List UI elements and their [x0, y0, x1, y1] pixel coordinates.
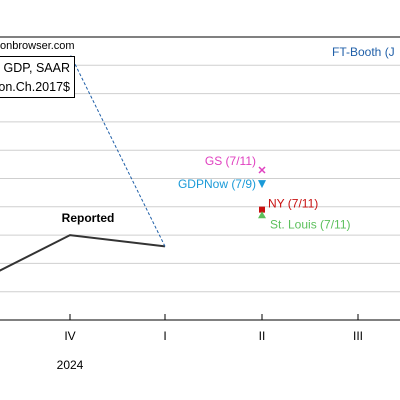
legend-line-1: GDP, SAAR	[3, 61, 70, 75]
x-tick-label: IV	[64, 329, 75, 343]
nowcast-label: NY (7/11)	[268, 197, 318, 211]
legend-line-2: on.Ch.2017$	[0, 80, 70, 94]
nowcast-marker	[258, 211, 266, 219]
x-tick-label: III	[353, 329, 363, 343]
nowcast-marker	[258, 166, 266, 174]
nowcast-label: GDPNow (7/9)	[178, 177, 256, 191]
nowcast-label: St. Louis (7/11)	[270, 217, 350, 231]
series-line	[0, 234, 166, 272]
nowcast-marker	[258, 180, 266, 189]
plot-frame	[0, 36, 400, 321]
x-year-label: 2024	[57, 358, 84, 372]
series-label: FT-Booth (J	[332, 45, 395, 59]
source-text: onbrowser.com	[0, 40, 75, 52]
series-line	[69, 53, 166, 247]
nowcast-marker-stroke	[258, 166, 266, 174]
nowcast-label: GS (7/11)	[205, 154, 256, 168]
series-label: Reported	[62, 211, 115, 225]
legend-box: GDP, SAAR on.Ch.2017$	[0, 56, 75, 98]
nowcast-marker	[259, 206, 265, 213]
x-tick-label: II	[259, 329, 266, 343]
x-tick-label: I	[163, 329, 166, 343]
